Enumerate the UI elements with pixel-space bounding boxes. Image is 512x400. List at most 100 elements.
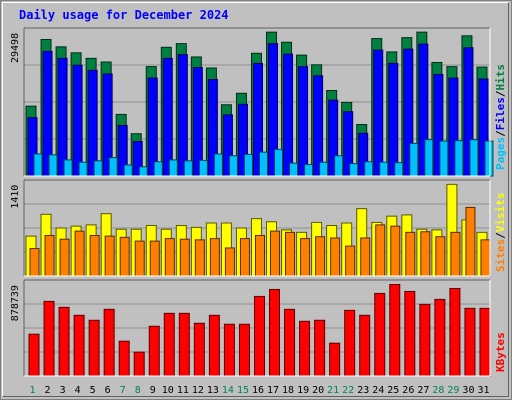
bar-files-day-18 — [283, 53, 294, 177]
bar-sites-day-17 — [270, 230, 281, 277]
day-label: 30 — [462, 385, 474, 396]
bar-pages-day-6 — [108, 157, 118, 177]
bar-sites-day-28 — [435, 236, 446, 277]
bar-kbytes-day-25 — [389, 283, 401, 377]
bar-sites-day-22 — [345, 245, 356, 277]
bar-kbytes-day-23 — [359, 314, 371, 377]
bar-sites-day-29 — [450, 231, 461, 277]
day-label: 13 — [207, 385, 219, 396]
day-label: 27 — [417, 385, 429, 396]
bar-sites-day-21 — [330, 237, 341, 277]
bar-sites-day-1 — [29, 248, 40, 277]
bar-pages-day-19 — [304, 164, 314, 177]
bar-kbytes-day-4 — [73, 314, 85, 377]
bar-sites-day-16 — [254, 234, 265, 277]
day-label: 5 — [90, 385, 96, 396]
bar-pages-day-22 — [349, 163, 359, 177]
bar-pages-day-20 — [319, 161, 329, 177]
bar-sites-day-15 — [239, 238, 250, 277]
bar-sites-day-26 — [405, 231, 416, 277]
bar-sites-day-10 — [164, 238, 175, 277]
bar-kbytes-day-12 — [193, 322, 205, 377]
bar-pages-day-18 — [289, 162, 299, 177]
bar-pages-day-17 — [274, 148, 284, 177]
bar-kbytes-day-9 — [148, 325, 160, 377]
bar-sites-day-27 — [420, 231, 431, 277]
day-label: 20 — [312, 385, 324, 396]
day-label: 3 — [60, 385, 66, 396]
bar-kbytes-day-21 — [329, 342, 341, 377]
bar-pages-day-2 — [48, 154, 58, 177]
bar-pages-day-4 — [78, 161, 88, 177]
bar-sites-day-4 — [74, 230, 85, 277]
bar-sites-day-8 — [134, 240, 145, 277]
bar-pages-day-8 — [138, 166, 148, 177]
bar-pages-day-21 — [334, 155, 344, 177]
day-label: 7 — [120, 385, 126, 396]
bar-pages-day-31 — [484, 140, 494, 177]
ytick-label: 1410 — [10, 185, 21, 209]
day-label: 12 — [192, 385, 204, 396]
bar-pages-day-28 — [439, 140, 449, 177]
side-label-part: Files — [494, 97, 507, 130]
bar-sites-day-20 — [315, 236, 326, 277]
bar-sites-day-31 — [480, 239, 491, 277]
day-label: 18 — [282, 385, 294, 396]
ytick-label: 29498 — [10, 33, 21, 63]
chart-title: Daily usage for December 2024 — [19, 8, 229, 22]
bar-kbytes-day-5 — [88, 319, 100, 377]
bar-kbytes-day-26 — [404, 290, 416, 377]
day-label: 28 — [432, 385, 444, 396]
bar-pages-day-30 — [469, 139, 479, 177]
day-label: 15 — [237, 385, 249, 396]
bar-kbytes-day-17 — [269, 288, 281, 377]
bar-kbytes-day-8 — [133, 351, 145, 377]
side-label-part: / — [494, 90, 507, 97]
bar-files-day-12 — [192, 67, 203, 177]
bar-sites-day-3 — [59, 238, 70, 277]
bar-pages-day-9 — [153, 161, 163, 177]
panel-visits-sites: 1410 — [10, 179, 491, 277]
frame-bevel — [2, 2, 509, 397]
day-label: 2 — [45, 385, 51, 396]
day-label: 21 — [327, 385, 339, 396]
bar-kbytes-day-27 — [419, 303, 431, 377]
chart-panels: 29498 1410 878739 — [10, 27, 494, 377]
day-label: 19 — [297, 385, 309, 396]
bar-files-day-20 — [313, 75, 324, 177]
bar-pages-day-27 — [424, 139, 434, 177]
bar-files-day-4 — [72, 64, 83, 177]
day-label: 25 — [387, 385, 399, 396]
bar-files-day-11 — [177, 54, 188, 177]
bar-kbytes-day-13 — [208, 314, 220, 377]
bar-sites-day-24 — [375, 224, 386, 277]
bar-kbytes-day-20 — [314, 319, 326, 377]
day-label: 9 — [150, 385, 156, 396]
bar-sites-day-23 — [360, 237, 371, 277]
bar-kbytes-day-16 — [253, 295, 265, 377]
panel-kbytes: 878739 — [10, 279, 491, 377]
bar-kbytes-day-3 — [58, 306, 70, 377]
bar-files-day-19 — [298, 66, 309, 177]
day-label: 31 — [477, 385, 489, 396]
bar-sites-day-6 — [104, 235, 115, 277]
day-label: 10 — [162, 385, 174, 396]
bar-files-day-10 — [162, 57, 173, 177]
bar-kbytes-day-19 — [299, 320, 311, 377]
bar-files-day-3 — [57, 57, 68, 177]
bar-kbytes-day-18 — [284, 308, 296, 377]
bar-sites-day-19 — [300, 238, 311, 277]
day-label: 17 — [267, 385, 279, 396]
bar-pages-day-7 — [123, 164, 133, 177]
bar-files-day-5 — [87, 69, 98, 177]
bar-kbytes-day-2 — [43, 300, 55, 377]
day-label: 26 — [402, 385, 414, 396]
bar-pages-day-5 — [93, 160, 103, 177]
bar-kbytes-day-15 — [238, 323, 250, 377]
bar-files-day-24 — [373, 49, 384, 177]
bar-kbytes-day-7 — [118, 340, 130, 377]
bar-pages-day-10 — [168, 159, 178, 177]
bar-sites-day-12 — [194, 239, 205, 277]
